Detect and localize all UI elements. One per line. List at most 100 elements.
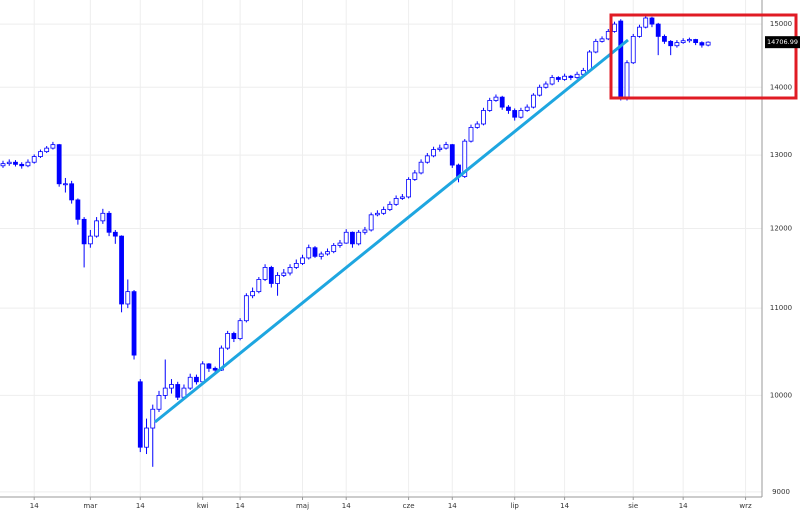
candle-body: [306, 247, 312, 259]
candle-body: [368, 214, 374, 231]
candle-body: [499, 96, 505, 108]
candle-body: [231, 333, 237, 340]
candle-body: [337, 242, 343, 246]
candle-body: [200, 363, 206, 383]
candle-body: [630, 35, 636, 64]
candle-body: [281, 272, 287, 276]
candle-body: [568, 75, 574, 78]
candle-body: [31, 156, 37, 163]
y-tick-label: 9000: [772, 488, 790, 496]
candle-body: [574, 73, 580, 78]
candle-body: [531, 94, 536, 108]
candle-body: [418, 161, 424, 174]
candle-body: [69, 183, 75, 201]
candle-body: [481, 110, 486, 125]
candle-body: [562, 75, 567, 80]
candle-body: [699, 42, 705, 46]
candle-body: [437, 147, 443, 150]
candle-body: [518, 110, 524, 118]
x-tick-label: wrz: [739, 502, 752, 510]
y-tick-label: 14000: [770, 83, 792, 91]
candle-body: [381, 209, 387, 214]
candle-body: [537, 86, 543, 96]
x-tick-label: sie: [628, 502, 638, 510]
candle-body: [256, 279, 262, 293]
candle-body: [331, 244, 337, 253]
candle-body: [175, 384, 181, 398]
candle-body: [6, 161, 12, 165]
candle-body: [350, 231, 355, 245]
candle-body: [112, 231, 118, 237]
candle-body: [131, 291, 137, 356]
candle-body: [300, 257, 305, 264]
candle-body: [194, 376, 199, 383]
candle-body: [106, 212, 112, 233]
candle-body: [387, 203, 393, 210]
candle-body: [462, 140, 468, 177]
candle-body: [687, 39, 692, 42]
candle-body: [524, 106, 530, 111]
candle-body: [287, 267, 293, 274]
candle-body: [493, 96, 499, 101]
candle-body: [399, 196, 405, 199]
y-tick-label: 11000: [770, 304, 792, 312]
candle-body: [13, 161, 18, 165]
candle-body: [587, 51, 592, 71]
candle-body: [318, 253, 324, 257]
y-tick-label: 13000: [770, 151, 792, 159]
candle-body: [449, 144, 455, 166]
candle-body: [343, 231, 349, 244]
y-tick-label: 10000: [770, 391, 792, 399]
candle-body: [268, 267, 274, 284]
candle-body: [468, 126, 474, 142]
candle-body: [144, 427, 149, 448]
candle-body: [312, 247, 318, 257]
candle-body: [44, 147, 50, 153]
candle-body: [431, 149, 436, 157]
candle-body: [325, 251, 330, 255]
candle-body: [162, 387, 168, 396]
last-price-box: [765, 36, 800, 49]
candle-body: [237, 320, 243, 340]
grid: [0, 0, 762, 497]
candle-body: [206, 363, 212, 369]
candle-body: [643, 17, 649, 28]
candle-body: [19, 163, 25, 167]
candle-body: [81, 218, 87, 245]
x-tick-label: cze: [403, 502, 415, 510]
candle-body: [487, 100, 493, 111]
candle-body: [25, 161, 31, 167]
candle-body: [50, 144, 56, 149]
candle-body: [38, 151, 43, 157]
candle-body: [169, 384, 174, 389]
candle-body: [262, 267, 268, 280]
highlight-box: [609, 13, 798, 100]
candle-body: [156, 395, 162, 410]
trend-line: [154, 38, 629, 424]
candle-body: [225, 333, 231, 349]
x-tick-label: lip: [511, 502, 520, 510]
x-tick-label: 14: [448, 502, 457, 510]
x-tick-label: kwi: [197, 502, 209, 510]
x-tick-label: 14: [679, 502, 688, 510]
candle-body: [87, 235, 93, 245]
candle-body: [393, 198, 399, 205]
candle-body: [512, 110, 518, 118]
x-tick-label: 14: [560, 502, 569, 510]
candle-body: [612, 23, 617, 32]
candle-body: [356, 231, 362, 245]
candle-body: [293, 263, 299, 268]
candle-body: [75, 199, 81, 220]
candle-body: [662, 35, 667, 42]
candle-body: [443, 144, 449, 149]
x-tick-label: maj: [296, 502, 309, 510]
candle-body: [693, 39, 699, 44]
x-tick-label: 14: [136, 502, 145, 510]
candle-body: [150, 408, 156, 429]
x-tick-label: 14: [30, 502, 39, 510]
candle-body: [137, 381, 143, 448]
candle-body: [187, 376, 193, 389]
candle-body: [374, 212, 380, 216]
candle-body: [412, 172, 418, 180]
